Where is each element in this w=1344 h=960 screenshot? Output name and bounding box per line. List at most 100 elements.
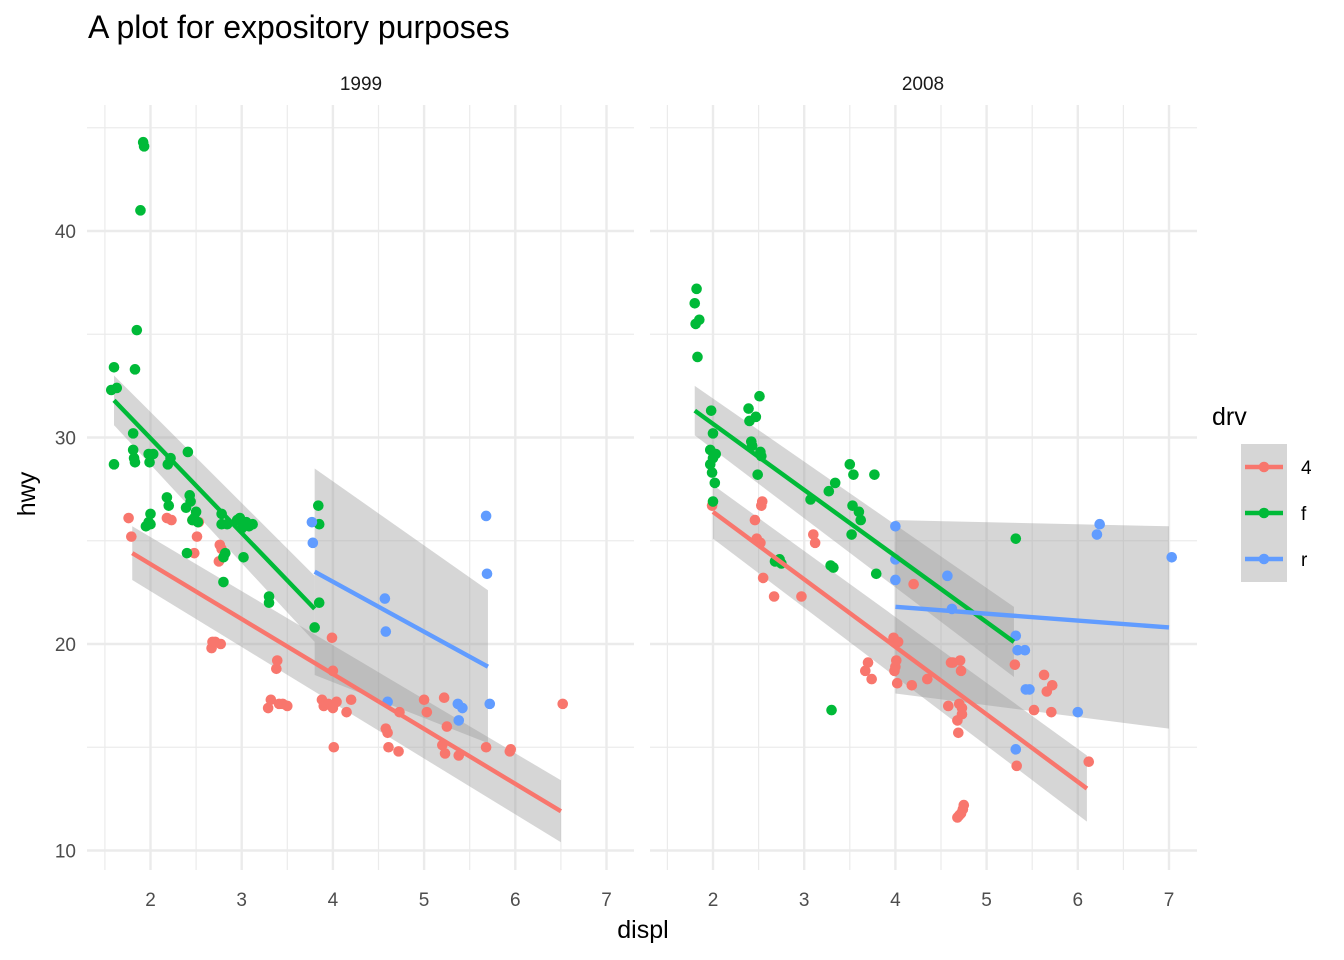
data-point-drv-4 bbox=[188, 547, 200, 559]
data-point-drv-f bbox=[111, 382, 123, 394]
data-point-drv-4 bbox=[922, 673, 933, 685]
data-point-drv-4 bbox=[438, 692, 450, 703]
data-point-drv-f bbox=[145, 508, 156, 520]
data-point-drv-4 bbox=[757, 572, 769, 584]
data-point-drv-4 bbox=[557, 698, 569, 710]
x-tick-label: 5 bbox=[419, 890, 430, 911]
x-tick-label: 2 bbox=[708, 890, 719, 911]
confidence-band-drv-4 bbox=[713, 484, 1087, 822]
fit-line-drv-f bbox=[693, 408, 1016, 644]
data-point-drv-f bbox=[309, 622, 320, 633]
facet-panel-2008: 2008 2 3 4 5 6 7 bbox=[650, 74, 1197, 911]
data-point-drv-4 bbox=[956, 708, 968, 720]
data-point-drv-f bbox=[709, 477, 721, 489]
data-point-drv-f bbox=[263, 597, 275, 608]
data-point-drv-f bbox=[190, 506, 202, 518]
data-point-drv-f bbox=[870, 568, 882, 580]
data-point-drv-f bbox=[844, 459, 856, 470]
legend-label-r: r bbox=[1301, 550, 1308, 571]
data-point-drv-4 bbox=[1011, 760, 1022, 772]
data-point-drv-r bbox=[1024, 684, 1035, 695]
facet-label-1999: 1999 bbox=[340, 74, 382, 95]
data-point-drv-r bbox=[890, 520, 901, 532]
data-point-drv-4 bbox=[891, 677, 903, 689]
data-point-drv-f bbox=[161, 492, 173, 503]
x-tick-label: 2 bbox=[145, 890, 156, 911]
data-point-drv-4 bbox=[955, 665, 967, 677]
data-point-drv-f bbox=[869, 469, 880, 480]
legend-title: drv bbox=[1212, 403, 1247, 431]
data-point-drv-4 bbox=[1046, 680, 1058, 691]
fit-lines-2008 bbox=[693, 408, 1170, 791]
x-axis-title: displ bbox=[617, 916, 668, 944]
data-point-drv-r bbox=[1010, 630, 1022, 642]
x-tick-label: 7 bbox=[601, 890, 612, 911]
data-point-drv-f bbox=[218, 576, 229, 588]
data-point-drv-f bbox=[182, 446, 194, 458]
data-point-drv-f bbox=[108, 459, 120, 470]
data-point-drv-4 bbox=[866, 673, 877, 685]
data-point-drv-f bbox=[826, 704, 837, 716]
legend-keys: 4 f r bbox=[1241, 444, 1312, 582]
confidence-band-drv-r bbox=[895, 520, 1169, 729]
data-point-drv-4 bbox=[345, 694, 357, 706]
data-point-drv-r bbox=[1166, 551, 1178, 563]
x-tick-label: 5 bbox=[981, 890, 992, 911]
chart-title: A plot for expository purposes bbox=[88, 9, 510, 45]
data-point-drv-4 bbox=[215, 638, 227, 650]
data-point-drv-r bbox=[942, 570, 953, 582]
data-point-drv-r bbox=[453, 715, 465, 726]
data-point-drv-f bbox=[829, 477, 841, 489]
data-point-drv-f bbox=[127, 444, 139, 456]
data-point-drv-r bbox=[380, 626, 392, 637]
data-point-drv-4 bbox=[860, 665, 871, 677]
data-point-drv-f bbox=[127, 428, 139, 439]
data-point-drv-4 bbox=[953, 810, 965, 821]
data-point-drv-4 bbox=[271, 655, 283, 666]
data-point-drv-r bbox=[890, 574, 901, 586]
legend-key-point-f bbox=[1258, 507, 1270, 519]
data-point-drv-f bbox=[706, 467, 718, 478]
data-point-drv-f bbox=[163, 500, 175, 511]
legend-key-point-r bbox=[1258, 553, 1270, 565]
data-point-drv-r bbox=[379, 593, 391, 604]
panel-grid-2008 bbox=[650, 105, 1197, 870]
data-point-drv-r bbox=[484, 698, 496, 710]
fit-line-drv-4 bbox=[131, 551, 563, 814]
facet-panel-1999: 1999 2 3 4 5 6 7 bbox=[87, 74, 634, 911]
data-point-drv-4 bbox=[480, 741, 492, 753]
data-point-drv-f bbox=[828, 562, 839, 573]
data-point-drv-r bbox=[307, 537, 319, 549]
data-point-drv-f bbox=[694, 314, 705, 326]
data-point-drv-4 bbox=[383, 741, 394, 753]
y-tick-label: 30 bbox=[55, 429, 76, 450]
legend-label-f: f bbox=[1301, 504, 1307, 525]
fit-line-drv-4 bbox=[711, 510, 1089, 791]
data-point-drv-f bbox=[689, 297, 701, 309]
data-point-drv-f bbox=[108, 361, 120, 373]
data-point-drv-f bbox=[238, 551, 249, 563]
data-point-drv-r bbox=[306, 516, 318, 528]
data-point-drv-4 bbox=[126, 531, 137, 542]
y-axis-title: hwy bbox=[13, 471, 41, 516]
data-point-drv-f bbox=[192, 516, 204, 528]
data-point-drv-4 bbox=[441, 721, 453, 732]
data-point-drv-f bbox=[707, 496, 719, 507]
fit-line-drv-r bbox=[313, 569, 489, 669]
x-tick-labels-1999: 2 3 4 5 6 7 bbox=[145, 890, 612, 911]
data-point-drv-4 bbox=[418, 694, 430, 706]
data-point-drv-f bbox=[823, 485, 835, 497]
data-point-drv-4 bbox=[906, 680, 918, 691]
data-point-drv-f bbox=[185, 496, 196, 507]
data-point-drv-f bbox=[705, 405, 717, 416]
data-point-drv-r bbox=[1091, 529, 1103, 540]
data-point-drv-f bbox=[846, 529, 857, 540]
data-point-drv-f bbox=[247, 518, 258, 530]
data-point-drv-4 bbox=[749, 514, 761, 526]
data-point-drv-4 bbox=[1083, 756, 1095, 768]
data-point-drv-f bbox=[743, 403, 754, 414]
data-point-drv-f bbox=[135, 205, 146, 216]
data-point-drv-r bbox=[457, 702, 468, 714]
fit-line-drv-r bbox=[895, 604, 1170, 630]
